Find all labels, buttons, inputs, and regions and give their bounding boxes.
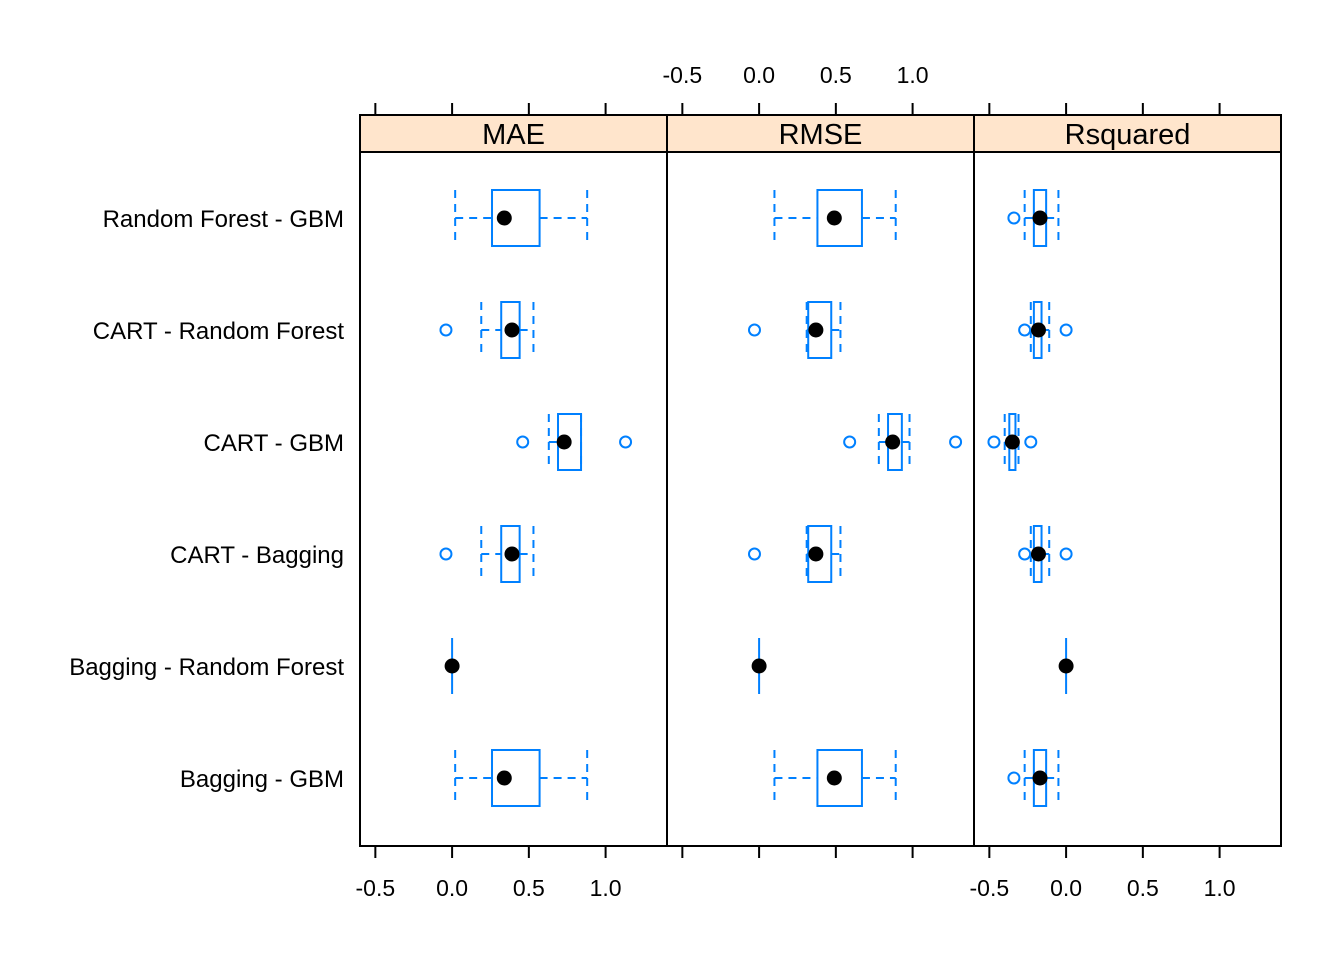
box xyxy=(816,749,863,807)
category-label: Random Forest - GBM xyxy=(103,206,344,233)
x-tick-label-bottom: 0.5 xyxy=(513,875,545,901)
outlier-point xyxy=(1059,547,1073,561)
x-tick-label-top: 0.5 xyxy=(820,62,852,88)
x-tick-label-bottom: -0.5 xyxy=(970,875,1010,901)
median-dot xyxy=(885,434,901,450)
median-dot xyxy=(1058,658,1074,674)
outlier-point xyxy=(1059,323,1073,337)
median-dot xyxy=(444,658,460,674)
box xyxy=(491,189,541,247)
outlier-point xyxy=(949,435,963,449)
panel-rmse xyxy=(666,151,975,847)
outlier-point xyxy=(1007,211,1021,225)
panel-rsquared xyxy=(973,151,1282,847)
outlier-point xyxy=(439,323,453,337)
x-tick-label-top: 0.0 xyxy=(743,62,775,88)
strip-label-mae: MAE xyxy=(482,119,545,151)
panel-mae xyxy=(359,151,668,847)
category-label: CART - Random Forest xyxy=(93,318,345,345)
x-tick-label-bottom: 0.5 xyxy=(1127,875,1159,901)
median-dot xyxy=(826,770,842,786)
outlier-point xyxy=(747,547,761,561)
box xyxy=(491,749,541,807)
median-dot xyxy=(496,770,512,786)
median-dot xyxy=(1032,770,1048,786)
outlier-point xyxy=(439,547,453,561)
outlier-point xyxy=(516,435,530,449)
box xyxy=(807,301,833,359)
strip-label-rsquared: Rsquared xyxy=(1065,119,1191,151)
outlier-point xyxy=(619,435,633,449)
outlier-point xyxy=(1018,547,1032,561)
x-tick-label-top: -0.5 xyxy=(663,62,703,88)
outlier-point xyxy=(1018,323,1032,337)
outlier-point xyxy=(1024,435,1038,449)
box xyxy=(500,301,521,359)
category-label: Bagging - GBM xyxy=(180,766,344,793)
category-label: CART - GBM xyxy=(204,430,344,457)
strip-rmse xyxy=(666,114,975,153)
median-dot xyxy=(504,546,520,562)
x-tick-label-bottom: 0.0 xyxy=(1050,875,1082,901)
outlier-point xyxy=(843,435,857,449)
median-dot xyxy=(751,658,767,674)
category-label: Bagging - Random Forest xyxy=(69,654,344,681)
box xyxy=(816,189,863,247)
median-dot xyxy=(496,210,512,226)
median-dot xyxy=(808,322,824,338)
outlier-point xyxy=(747,323,761,337)
outlier-point xyxy=(1007,771,1021,785)
strip-mae xyxy=(359,114,668,153)
x-tick-label-bottom: 1.0 xyxy=(1204,875,1236,901)
x-tick-label-top: 1.0 xyxy=(897,62,929,88)
median-dot xyxy=(1004,434,1020,450)
box xyxy=(807,525,833,583)
outlier-point xyxy=(987,435,1001,449)
box xyxy=(500,525,521,583)
median-dot xyxy=(556,434,572,450)
category-label: CART - Bagging xyxy=(170,542,344,569)
median-dot xyxy=(1032,210,1048,226)
median-dot xyxy=(1030,322,1046,338)
strip-label-rmse: RMSE xyxy=(779,119,863,151)
median-dot xyxy=(826,210,842,226)
median-dot xyxy=(504,322,520,338)
x-tick-label-bottom: -0.5 xyxy=(356,875,396,901)
x-tick-label-bottom: 0.0 xyxy=(436,875,468,901)
x-tick-label-bottom: 1.0 xyxy=(590,875,622,901)
median-dot xyxy=(808,546,824,562)
median-dot xyxy=(1030,546,1046,562)
